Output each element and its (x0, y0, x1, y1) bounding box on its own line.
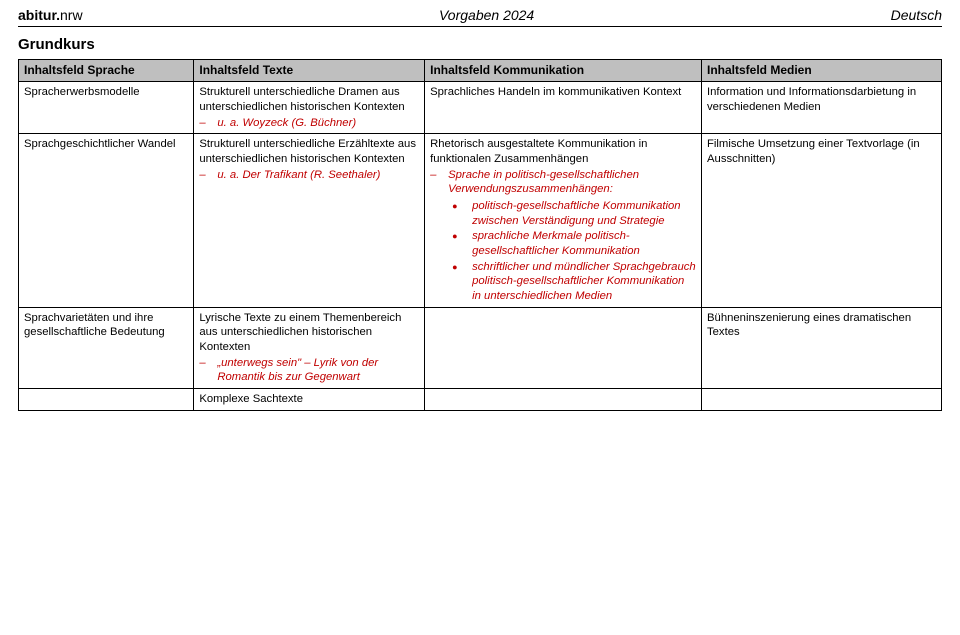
cell: Sprachliches Handeln im kommunikativen K… (425, 82, 702, 134)
th-kommunikation: Inhaltsfeld Kommunikation (425, 59, 702, 82)
list-item: „unterwegs sein" – Lyrik von der Romanti… (213, 356, 419, 385)
list-item: u. a. Woyzeck (G. Büchner) (213, 116, 419, 131)
cell (425, 389, 702, 411)
cell: Strukturell unterschiedliche Erzähltexte… (194, 134, 425, 307)
cell-text: Strukturell unterschiedliche Erzähltexte… (199, 138, 416, 165)
cell: Spracherwerbsmodelle (19, 82, 194, 134)
cell: Sprachvarietäten und ihre gesellschaftli… (19, 307, 194, 388)
table-header-row: Inhaltsfeld Sprache Inhaltsfeld Texte In… (19, 59, 942, 82)
header-brand-light: nrw (60, 7, 83, 23)
cell (19, 389, 194, 411)
cell-text: Strukturell unterschiedliche Dramen aus … (199, 86, 404, 113)
curriculum-table: Inhaltsfeld Sprache Inhaltsfeld Texte In… (18, 59, 942, 411)
cell-text: Lyrische Texte zu einem Themenbereich au… (199, 312, 401, 353)
sub-list-item: sprachliche Merkmale politisch-gesellsch… (466, 229, 696, 258)
cell: Komplexe Sachtexte (194, 389, 425, 411)
cell: Sprachgeschichtlicher Wandel (19, 134, 194, 307)
th-sprache: Inhaltsfeld Sprache (19, 59, 194, 82)
header-brand-bold: abitur. (18, 7, 60, 23)
list-item-text: Sprache in politisch-gesellschaftlichen … (448, 169, 639, 196)
list-item: Sprache in politisch-gesellschaftlichen … (444, 168, 696, 304)
cell: Filmische Umsetzung einer Textvorlage (i… (702, 134, 942, 307)
cell (425, 307, 702, 388)
th-medien: Inhaltsfeld Medien (702, 59, 942, 82)
header-center: Vorgaben 2024 (439, 6, 534, 24)
table-row: Sprachgeschichtlicher Wandel Strukturell… (19, 134, 942, 307)
header-left: abitur.nrw (18, 6, 83, 24)
cell: Bühneninszenierung eines dramatischen Te… (702, 307, 942, 388)
th-texte: Inhaltsfeld Texte (194, 59, 425, 82)
sub-list-item: politisch-gesellschaftliche Kommunikatio… (466, 199, 696, 228)
cell: Information und Informationsdarbietung i… (702, 82, 942, 134)
cell-text: Rhetorisch ausgestaltete Kommunikation i… (430, 138, 647, 165)
cell: Rhetorisch ausgestaltete Kommunikation i… (425, 134, 702, 307)
table-row: Komplexe Sachtexte (19, 389, 942, 411)
table-row: Spracherwerbsmodelle Strukturell untersc… (19, 82, 942, 134)
header-right: Deutsch (891, 6, 942, 24)
page-header: abitur.nrw Vorgaben 2024 Deutsch (18, 6, 942, 27)
cell (702, 389, 942, 411)
cell: Lyrische Texte zu einem Themenbereich au… (194, 307, 425, 388)
table-row: Sprachvarietäten und ihre gesellschaftli… (19, 307, 942, 388)
list-item: u. a. Der Trafikant (R. Seethaler) (213, 168, 419, 183)
cell: Strukturell unterschiedliche Dramen aus … (194, 82, 425, 134)
sub-list-item: schriftlicher und mündlicher Sprachgebra… (466, 260, 696, 304)
section-title: Grundkurs (18, 35, 942, 55)
